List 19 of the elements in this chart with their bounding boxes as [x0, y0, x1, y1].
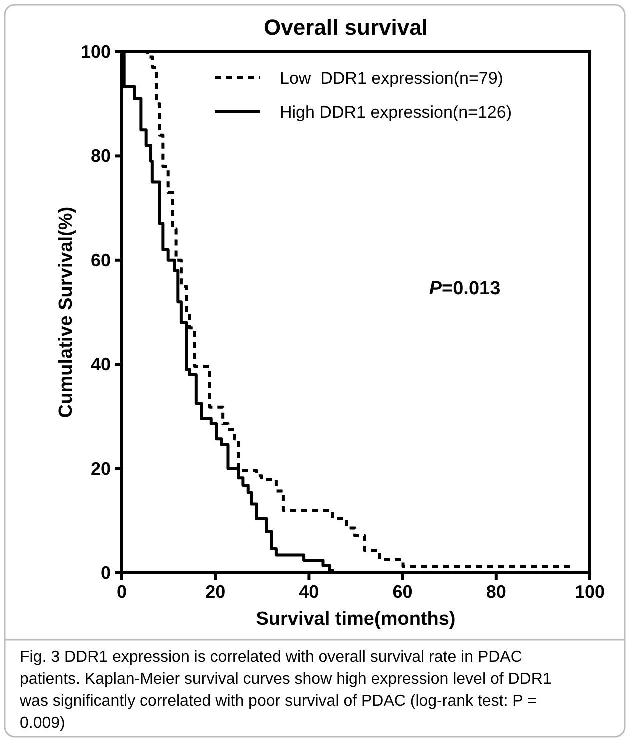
x-axis-title: Survival time(months) [256, 609, 456, 630]
y-tick-label: 60 [90, 250, 111, 270]
y-tick-label: 0 [100, 563, 111, 583]
y-tick-label: 40 [90, 354, 111, 375]
y-tick-label: 20 [90, 458, 111, 479]
x-tick-label: 20 [206, 582, 226, 602]
x-tick-label: 100 [574, 582, 606, 602]
y-axis-title: Cumulative Survival(%) [56, 206, 77, 418]
y-tick-label: 100 [80, 42, 111, 62]
x-tick-label: 0 [116, 582, 128, 602]
x-tick-label: 60 [392, 582, 413, 602]
x-tick-label: 80 [486, 582, 506, 602]
y-tick-label: 80 [90, 146, 111, 166]
annotation: P=0.013 [429, 278, 501, 300]
chart-title: Overall survival [264, 15, 428, 40]
legend-label: Low DDR1 expression(n=79) [280, 69, 504, 88]
legend-label: High DDR1 expression(n=126) [280, 103, 512, 122]
x-tick-label: 40 [299, 582, 320, 602]
caption: Fig. 3 DDR1 expression is correlated with overall survival rate in PDAC patients. Kaplan-Meier survival curves show high expression level of DDR1 was significantly correlated with poor survival of PDAC (log-rank test: P = 0.009) [19, 649, 552, 732]
